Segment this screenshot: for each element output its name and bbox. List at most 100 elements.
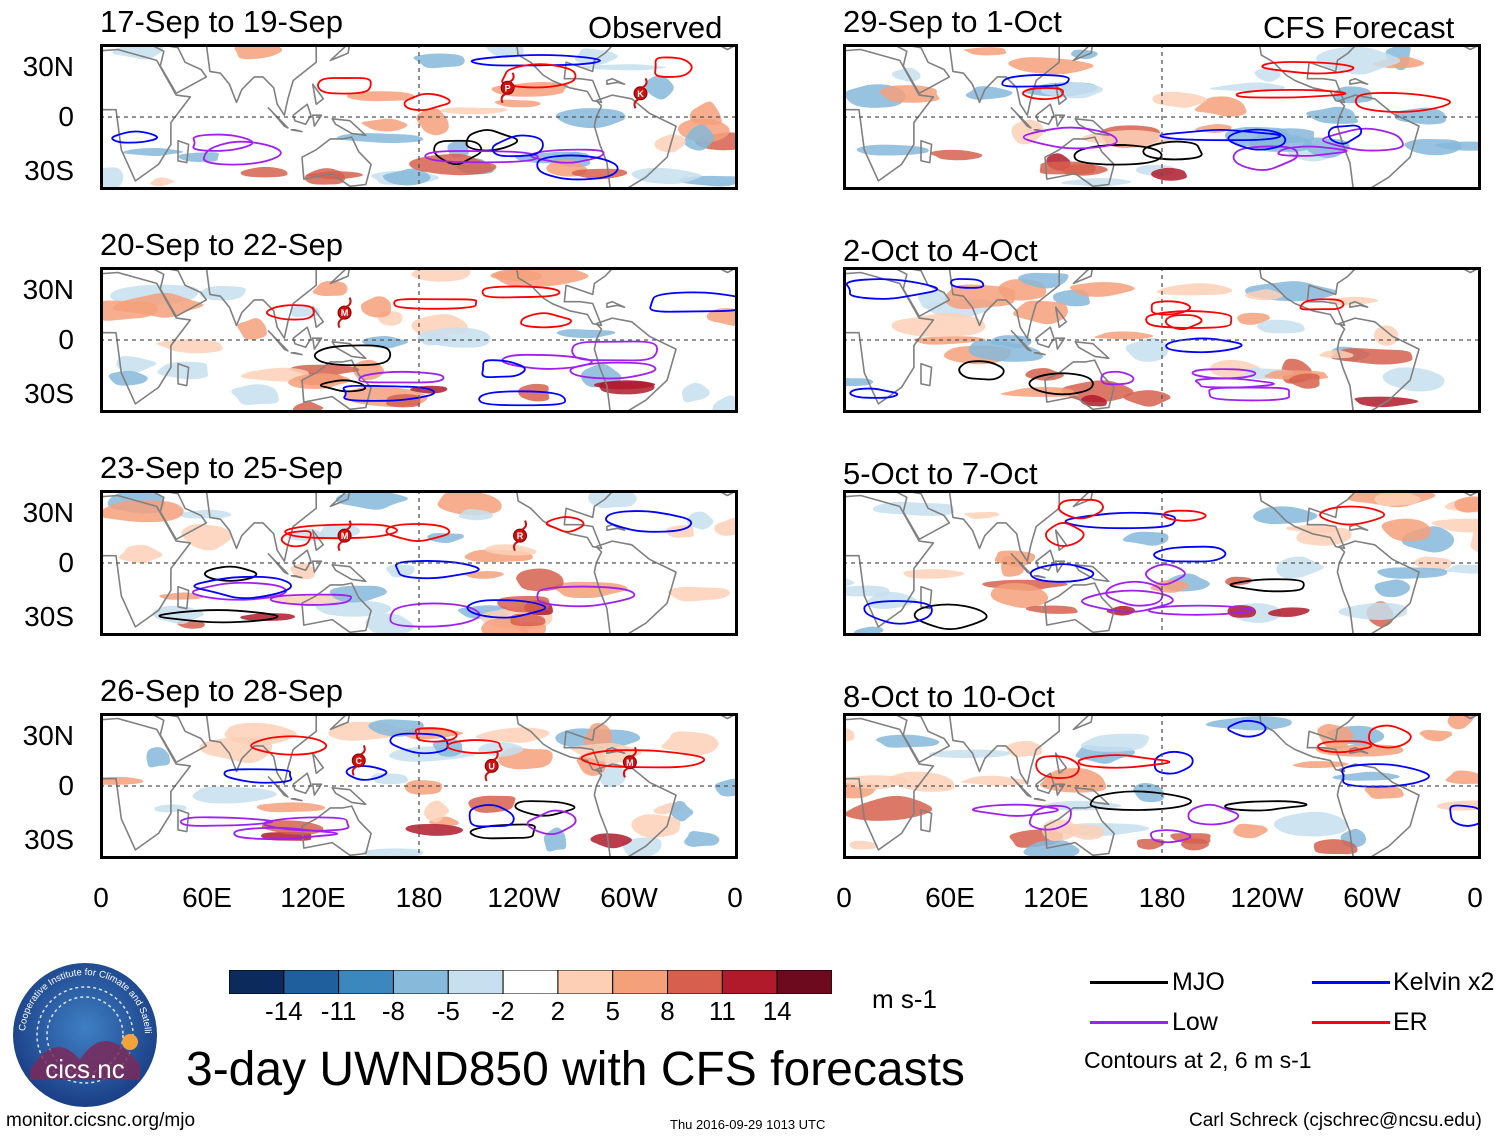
footer-url[interactable]: monitor.cicsnc.org/mjo bbox=[6, 1110, 196, 1131]
legend-label-er: ER bbox=[1393, 1008, 1428, 1036]
legend-line-er bbox=[1312, 1021, 1390, 1024]
anomaly-patch bbox=[1330, 348, 1413, 365]
contour-low bbox=[358, 370, 445, 384]
contour-er bbox=[520, 312, 572, 329]
coastline bbox=[920, 585, 933, 610]
map-frame bbox=[100, 490, 738, 636]
contour-kelvinx bbox=[863, 600, 933, 625]
anomaly-patch-strong bbox=[1025, 605, 1078, 614]
anomaly-map bbox=[843, 490, 1481, 636]
anomaly-patch bbox=[712, 395, 738, 413]
continents bbox=[843, 44, 1479, 190]
coastline bbox=[292, 326, 312, 349]
contour-er bbox=[1057, 498, 1104, 520]
contour-mjo bbox=[958, 360, 1005, 381]
wave-contours bbox=[971, 719, 1481, 844]
contour-low bbox=[1145, 563, 1186, 586]
contour-low bbox=[1187, 803, 1240, 826]
y-tick-label: 0 bbox=[58, 324, 74, 355]
anomaly-patch bbox=[100, 167, 124, 190]
colorbar bbox=[229, 970, 832, 994]
anomaly-patch bbox=[146, 747, 170, 768]
anomaly-patch bbox=[118, 544, 163, 564]
contour-er bbox=[1235, 88, 1347, 99]
cfs-forecast-label: CFS Forecast bbox=[1263, 10, 1455, 45]
coastline bbox=[1336, 540, 1420, 636]
contour-er bbox=[654, 56, 693, 78]
coastline bbox=[329, 44, 351, 62]
coastline bbox=[1336, 94, 1420, 190]
contour-low bbox=[192, 133, 254, 152]
contour-er bbox=[393, 298, 478, 310]
panel-title: 26-Sep to 28-Sep bbox=[100, 673, 344, 708]
coastline bbox=[1258, 713, 1358, 773]
anomaly-patch bbox=[667, 586, 731, 602]
coastline bbox=[292, 103, 312, 126]
coastline bbox=[593, 94, 677, 190]
anomaly-patch bbox=[944, 284, 1016, 310]
coastline bbox=[311, 560, 323, 573]
contour-mjo bbox=[1229, 578, 1305, 593]
colorbar-tick-label: -2 bbox=[491, 996, 515, 1026]
tropical-cyclone-icon: R bbox=[513, 520, 528, 552]
coastline bbox=[290, 352, 303, 356]
contour-kelvinx bbox=[849, 387, 899, 399]
coastline bbox=[1258, 490, 1358, 550]
anomaly-patch bbox=[1276, 556, 1324, 579]
coastline bbox=[205, 490, 317, 562]
y-tick-label: 30N bbox=[22, 274, 74, 305]
colorbar-tick-label: 11 bbox=[708, 996, 736, 1026]
anomaly-patch-strong bbox=[1039, 161, 1096, 175]
contour-kelvinx bbox=[1153, 545, 1227, 563]
x-tick-label: 0 bbox=[727, 882, 743, 913]
contour-er bbox=[501, 63, 577, 89]
anomaly-patch bbox=[1237, 312, 1271, 325]
contour-er bbox=[1022, 87, 1064, 101]
anomaly-patch bbox=[516, 568, 564, 592]
contour-er bbox=[1299, 298, 1345, 311]
colorbar-swatch bbox=[447, 970, 504, 994]
contour-mjo bbox=[913, 603, 988, 631]
anomaly-patch bbox=[437, 490, 502, 516]
anomaly-patch bbox=[159, 592, 204, 600]
coastline bbox=[267, 330, 289, 352]
anomaly-patch bbox=[1209, 82, 1286, 92]
contour-kelvinx bbox=[1227, 719, 1267, 738]
contour-mjo bbox=[1142, 140, 1203, 161]
x-tick-label: 0 bbox=[93, 882, 109, 913]
contour-low bbox=[1081, 589, 1174, 613]
anomaly-patch bbox=[150, 177, 175, 187]
coastline bbox=[920, 362, 933, 387]
map-panel-fcst-1 bbox=[843, 44, 1481, 190]
anomaly-patch bbox=[686, 511, 714, 530]
colorbar-tick-label: 2 bbox=[550, 996, 566, 1026]
anomaly-patch bbox=[684, 831, 720, 847]
map-frame bbox=[100, 713, 738, 859]
anomaly-patch bbox=[849, 840, 878, 850]
tropical-cyclone-icon: M bbox=[337, 520, 352, 552]
x-tick-label: 0 bbox=[1467, 882, 1483, 913]
anomaly-patch bbox=[891, 312, 986, 337]
coastline bbox=[1033, 575, 1046, 579]
x-tick-label: 0 bbox=[836, 882, 852, 913]
anomaly-patch bbox=[631, 167, 702, 185]
coastline bbox=[1044, 582, 1115, 634]
contour-er bbox=[1164, 314, 1203, 331]
coastline bbox=[290, 129, 303, 133]
anomaly-patch bbox=[1306, 106, 1359, 124]
tropical-cyclone-icon: C bbox=[351, 745, 366, 776]
x-tick-label: 120E bbox=[280, 882, 346, 913]
anomaly-patch bbox=[346, 91, 415, 102]
anomaly-patch bbox=[714, 778, 738, 797]
coastline bbox=[606, 746, 626, 754]
panel-title: 17-Sep to 19-Sep bbox=[100, 4, 344, 39]
anomaly-patch bbox=[157, 361, 209, 380]
x-tick-label: 180 bbox=[1138, 882, 1186, 913]
y-tick-label: 30S bbox=[24, 601, 74, 632]
coastline bbox=[177, 362, 190, 387]
coastline bbox=[311, 783, 323, 796]
map-panel-obs-2: M bbox=[100, 267, 738, 413]
contour-kelvinx bbox=[1165, 337, 1243, 354]
x-tick-label: 60E bbox=[925, 882, 975, 913]
